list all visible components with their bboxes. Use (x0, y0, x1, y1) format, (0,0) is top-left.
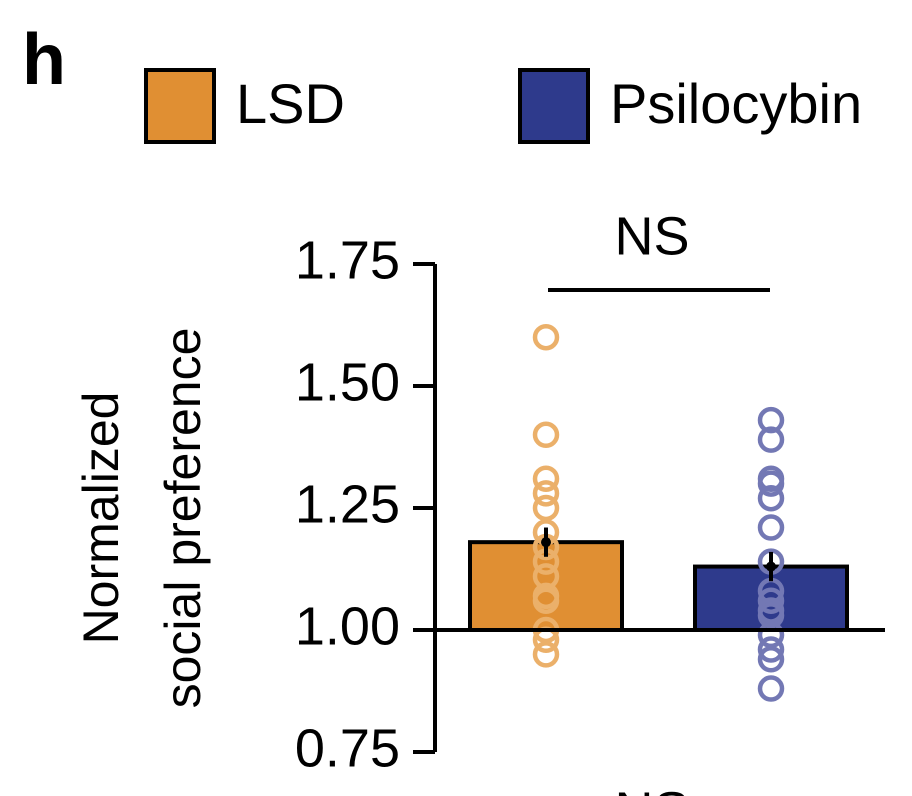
y-tick-label: 1.50 (295, 352, 400, 412)
mean-dot (541, 537, 551, 548)
y-tick-label: 1.00 (295, 596, 400, 656)
mean-dot (766, 561, 776, 572)
data-point (532, 494, 560, 522)
data-point (757, 646, 785, 673)
y-axis-label: Normalized (73, 392, 129, 645)
data-point (532, 323, 560, 351)
significance-label: NS (614, 781, 689, 796)
data-point (757, 621, 785, 649)
data-point (532, 641, 560, 668)
legend-swatch (144, 68, 216, 144)
data-point (757, 426, 785, 453)
data-point (532, 563, 560, 590)
data-point (757, 406, 785, 434)
legend-swatch (518, 68, 590, 144)
data-point (532, 421, 560, 449)
data-point (757, 587, 785, 614)
data-point (757, 470, 785, 497)
y-tick-label: 1.25 (295, 474, 400, 534)
data-point (757, 602, 785, 629)
legend-label: LSD (236, 72, 345, 135)
legend-label: Psilocybin (610, 72, 862, 135)
data-point (757, 514, 785, 541)
data-point (757, 675, 785, 702)
data-point (757, 636, 785, 663)
data-point (757, 484, 785, 512)
y-tick-label: 1.75 (295, 230, 400, 290)
data-point (532, 465, 560, 492)
y-tick-label: 0.75 (295, 718, 400, 778)
data-point (532, 480, 560, 507)
panel-label: h (22, 20, 66, 100)
significance-label: NS (614, 206, 689, 266)
y-axis-label: social preference (155, 328, 211, 709)
data-point (532, 587, 560, 614)
